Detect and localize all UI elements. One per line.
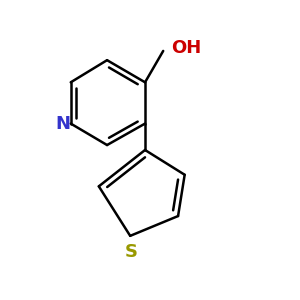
Text: N: N xyxy=(55,115,70,133)
Text: S: S xyxy=(125,243,138,261)
Text: OH: OH xyxy=(171,39,201,57)
